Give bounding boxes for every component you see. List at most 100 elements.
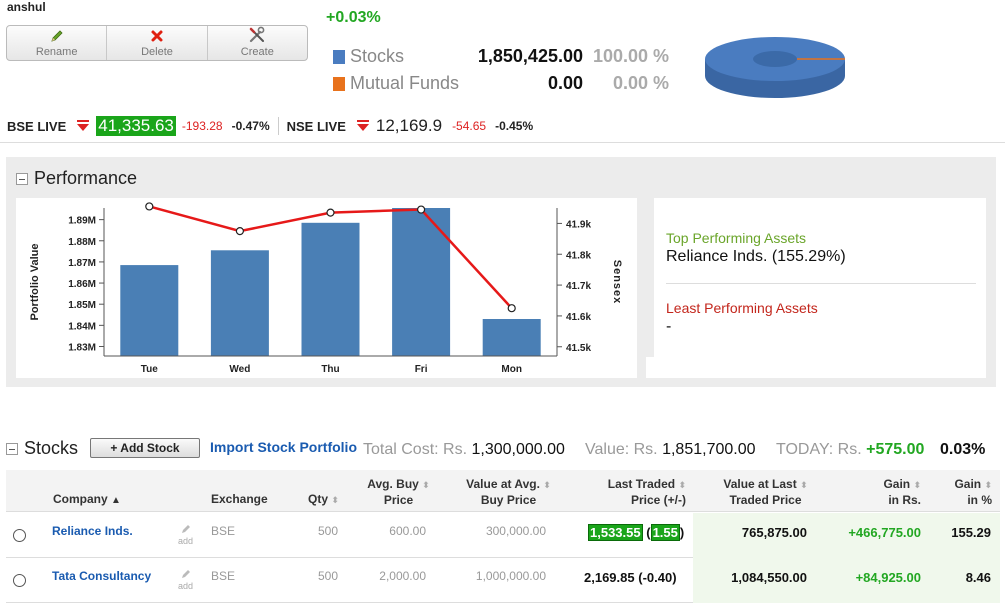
import-stock-portfolio-link[interactable]: Import Stock Portfolio bbox=[210, 439, 357, 455]
collapse-performance-icon[interactable] bbox=[16, 172, 28, 185]
stocks-pct: 100.00 % bbox=[592, 46, 669, 66]
nse-down-arrow-icon bbox=[356, 120, 369, 131]
col-last-traded-price[interactable]: Last Traded ⬍ Price (+/-) bbox=[596, 477, 686, 508]
delete-button[interactable]: Delete bbox=[107, 26, 208, 60]
sort-icon: ⬍ bbox=[422, 480, 430, 490]
col-val-last-label-2: Traded Price bbox=[729, 493, 802, 507]
today-pct: 0.03% bbox=[940, 441, 985, 459]
sort-icon: ⬍ bbox=[984, 480, 992, 490]
x-tick-label: Tue bbox=[141, 364, 158, 375]
create-label: Create bbox=[240, 46, 274, 58]
y-tick-label: 1.88M bbox=[68, 237, 96, 248]
sort-icon: ⬍ bbox=[678, 480, 686, 490]
tools-icon bbox=[250, 26, 265, 43]
total-cost: Total Cost: Rs. 1,300,000.00 bbox=[363, 441, 565, 459]
row-select-radio[interactable] bbox=[13, 529, 26, 542]
today-pct-value: 0.03% bbox=[940, 441, 986, 458]
table-row: Reliance Inds. add BSE 500 600.00 300,00… bbox=[6, 513, 1000, 558]
ltp-change: 1.55 bbox=[650, 524, 680, 541]
edit-pencil-icon[interactable]: add bbox=[178, 568, 193, 591]
pencil-icon bbox=[51, 30, 63, 42]
x-tick-label: Mon bbox=[501, 364, 522, 375]
top-performing-label: Top Performing Assets bbox=[666, 230, 807, 246]
value-avg-cell: 300,000.00 bbox=[485, 524, 546, 538]
col-val-avg-label-1: Value at Avg. bbox=[466, 477, 540, 491]
performing-assets-panel: Top Performing Assets Reliance Inds. (15… bbox=[646, 198, 986, 378]
col-value-last-traded[interactable]: Value at Last ⬍ Traded Price bbox=[718, 477, 813, 508]
bse-pct: -0.47% bbox=[231, 119, 270, 133]
nse-value: 12,169.9 bbox=[375, 116, 443, 135]
collapse-stocks-icon[interactable] bbox=[6, 442, 18, 455]
ltp-cell: 2,169.85 (-0.40) bbox=[584, 570, 677, 585]
sort-icon: ⬍ bbox=[543, 480, 551, 490]
col-company[interactable]: Company ▲ bbox=[53, 492, 121, 508]
y-tick-label: 1.83M bbox=[68, 342, 96, 353]
y2-tick-label: 41.9k bbox=[566, 219, 591, 230]
performance-panel: Performance 1.83M 1.84M 1.85M 1.86M 1.87M 1.8… bbox=[6, 157, 996, 387]
value-last-cell: 1,084,550.00 bbox=[731, 570, 807, 585]
company-link[interactable]: Reliance Inds. bbox=[52, 524, 133, 538]
stocks-title-group: Stocks bbox=[6, 438, 78, 459]
col-gain-label-1: Gain bbox=[883, 477, 911, 491]
table-header: Company ▲ Exchange Qty ⬍ Avg. Buy ⬍ Pric… bbox=[6, 470, 1000, 512]
bse-label: BSE LIVE bbox=[7, 118, 67, 134]
value-label: Value: Rs. bbox=[585, 441, 658, 458]
add-stock-button[interactable]: + Add Stock bbox=[90, 438, 200, 458]
edit-label: add bbox=[178, 536, 194, 546]
bse-down-arrow-icon bbox=[77, 120, 90, 131]
total-cost-label: Total Cost: Rs. bbox=[363, 441, 468, 458]
rename-button[interactable]: Rename bbox=[7, 26, 108, 60]
bse-change: -193.28 bbox=[181, 119, 223, 133]
qty-cell: 500 bbox=[317, 524, 338, 538]
y-tick-label: 1.85M bbox=[68, 300, 96, 311]
today-change: TODAY: Rs. +575.00 bbox=[776, 441, 924, 459]
gain-pct-cell: 8.46 bbox=[965, 570, 991, 585]
col-exchange: Exchange bbox=[211, 492, 268, 506]
col-qty-label: Qty bbox=[308, 492, 329, 506]
col-gain-rs[interactable]: Gain ⬍ in Rs. bbox=[856, 477, 921, 508]
ticker-divider bbox=[0, 142, 1005, 143]
y2-tick-label: 41.6k bbox=[566, 312, 591, 323]
legend-mutual-funds-label: Mutual Funds bbox=[350, 73, 460, 93]
username: anshul bbox=[7, 0, 46, 14]
legend-stocks: Stocks bbox=[333, 46, 404, 67]
sensex-point bbox=[507, 304, 516, 313]
ltp-value: 2,169.85 bbox=[584, 570, 635, 585]
value-avg-cell: 1,000,000.00 bbox=[475, 569, 546, 583]
legend-stocks-label: Stocks bbox=[350, 46, 405, 66]
col-avg-buy-price[interactable]: Avg. Buy ⬍ Price bbox=[366, 477, 431, 508]
nse-pct: -0.45% bbox=[495, 119, 534, 133]
col-qty[interactable]: Qty ⬍ bbox=[308, 492, 339, 508]
y2-tick-label: 41.5k bbox=[566, 343, 591, 354]
stocks-swatch bbox=[333, 49, 345, 64]
create-button[interactable]: Create bbox=[208, 26, 307, 60]
col-company-label: Company bbox=[53, 492, 108, 506]
edit-pencil-icon[interactable]: add bbox=[178, 523, 193, 546]
performance-chart-container: 1.83M 1.84M 1.85M 1.86M 1.87M 1.88M 1.89M 41.5k… bbox=[16, 198, 637, 378]
x-tick-label: Wed bbox=[229, 364, 250, 375]
gain-pct-cell: 155.29 bbox=[951, 525, 991, 540]
row-select-radio[interactable] bbox=[13, 574, 26, 587]
nse-label: NSE LIVE bbox=[286, 118, 346, 134]
bar bbox=[301, 222, 360, 356]
stocks-header: Stocks + Add Stock Import Stock Portfoli… bbox=[6, 436, 1000, 460]
sensex-point bbox=[417, 205, 426, 214]
x-tick-label: Thu bbox=[321, 364, 339, 375]
y2-tick-label: 41.7k bbox=[566, 281, 591, 292]
exchange-cell: BSE bbox=[211, 569, 236, 583]
edit-label: add bbox=[178, 581, 194, 591]
sort-icon: ⬍ bbox=[913, 480, 921, 490]
bar bbox=[482, 319, 541, 356]
market-ticker: BSE LIVE 41,335.63 -193.28 -0.47% NSE LI… bbox=[7, 116, 539, 136]
col-value-avg-buy[interactable]: Value at Avg. ⬍ Buy Price bbox=[456, 477, 561, 508]
col-ltp-label-1: Last Traded bbox=[607, 477, 676, 491]
least-performing-value: - bbox=[666, 318, 672, 335]
y-tick-label: 1.86M bbox=[68, 279, 96, 290]
value-last-cell: 765,875.00 bbox=[741, 525, 807, 540]
assets-divider bbox=[646, 198, 654, 357]
company-link[interactable]: Tata Consultancy bbox=[52, 569, 152, 583]
exchange-cell: BSE bbox=[211, 524, 236, 538]
assets-separator bbox=[666, 283, 976, 284]
col-avg-buy-label-1: Avg. Buy bbox=[367, 477, 419, 491]
col-gain-pct[interactable]: Gain ⬍ in % bbox=[944, 477, 992, 508]
